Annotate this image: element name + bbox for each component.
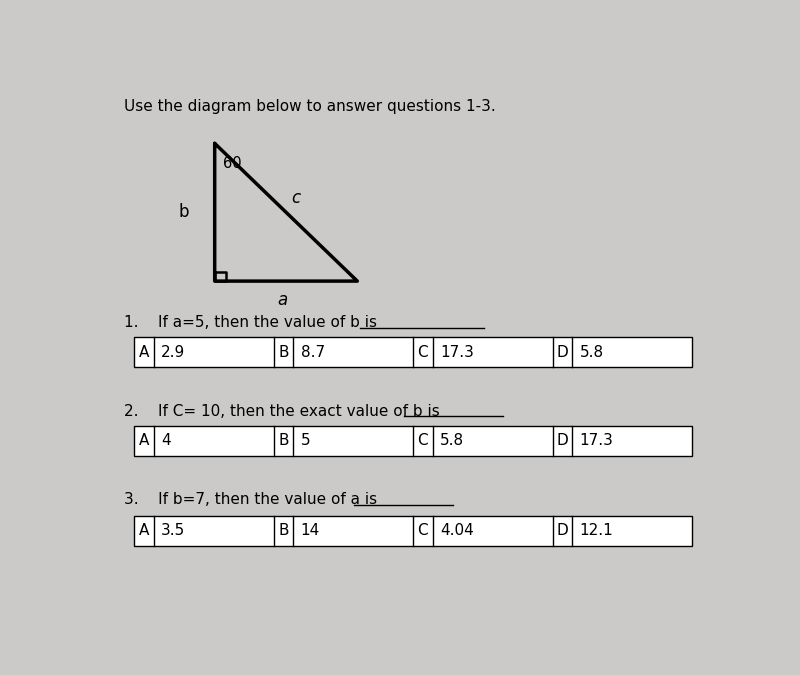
Text: a: a [278, 291, 288, 309]
Text: D: D [557, 345, 568, 360]
Text: D: D [557, 523, 568, 538]
Text: C: C [418, 523, 428, 538]
Text: 1.    If a=5, then the value of b is: 1. If a=5, then the value of b is [123, 315, 377, 330]
Bar [134, 338, 692, 367]
Text: B: B [278, 345, 289, 360]
Text: 17.3: 17.3 [440, 345, 474, 360]
Bar [134, 426, 692, 456]
Text: D: D [557, 433, 568, 448]
Text: 5.8: 5.8 [440, 433, 464, 448]
Text: 60: 60 [222, 157, 242, 171]
Text: c: c [290, 189, 300, 207]
Text: A: A [138, 433, 149, 448]
Text: B: B [278, 523, 289, 538]
Text: 2.    If C= 10, then the exact value of b is: 2. If C= 10, then the exact value of b i… [123, 404, 439, 418]
Text: 8.7: 8.7 [301, 345, 325, 360]
Text: 3.5: 3.5 [161, 523, 186, 538]
Text: 2.9: 2.9 [161, 345, 186, 360]
Text: 3.    If b=7, then the value of a is: 3. If b=7, then the value of a is [123, 492, 377, 507]
Text: A: A [138, 523, 149, 538]
Text: 14: 14 [301, 523, 320, 538]
Bar [134, 516, 692, 545]
Text: Use the diagram below to answer questions 1-3.: Use the diagram below to answer question… [123, 99, 495, 114]
Text: 4: 4 [161, 433, 170, 448]
Text: A: A [138, 345, 149, 360]
Text: 5.8: 5.8 [579, 345, 604, 360]
Text: b: b [178, 203, 189, 221]
Text: 12.1: 12.1 [579, 523, 614, 538]
Text: B: B [278, 433, 289, 448]
Text: 17.3: 17.3 [579, 433, 614, 448]
Text: C: C [418, 345, 428, 360]
Text: 4.04: 4.04 [440, 523, 474, 538]
Text: 5: 5 [301, 433, 310, 448]
Text: C: C [418, 433, 428, 448]
